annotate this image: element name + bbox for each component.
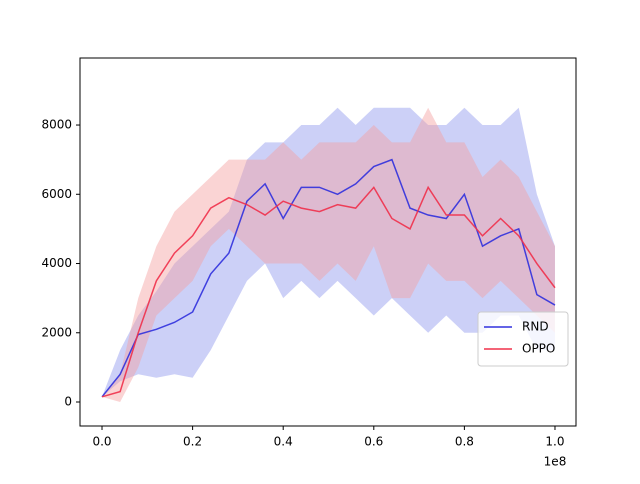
x-tick-label: 0.6 <box>364 435 383 449</box>
legend-label: RND <box>522 320 549 334</box>
y-tick-label: 4000 <box>41 256 72 270</box>
x-tick-label: 0.8 <box>455 435 474 449</box>
x-tick-label: 0.4 <box>274 435 293 449</box>
series-line <box>101 185 556 398</box>
x-tick-label: 1.0 <box>545 435 564 449</box>
legend-label: OPPO <box>522 342 555 356</box>
lines <box>101 158 556 398</box>
legend: RND OPPO <box>477 311 569 367</box>
y-tick-label: 6000 <box>41 187 72 201</box>
bands <box>102 107 555 403</box>
y-tick-label: 0 <box>64 395 72 409</box>
x-tick-label: 0.0 <box>92 435 111 449</box>
x-offset-label: 1e8 <box>544 455 567 469</box>
band <box>102 107 555 397</box>
y-tick-label: 2000 <box>41 325 72 339</box>
y-tick-label: 8000 <box>41 118 72 132</box>
band <box>102 107 555 403</box>
x-tick-label: 0.2 <box>183 435 202 449</box>
series-line <box>101 158 556 398</box>
axes: 0.0 0.2 0.4 0.6 0.8 1.0 0 2000 4000 6000 8000 <box>41 118 564 449</box>
axes-frame <box>79 57 577 427</box>
legend-box <box>477 311 569 367</box>
